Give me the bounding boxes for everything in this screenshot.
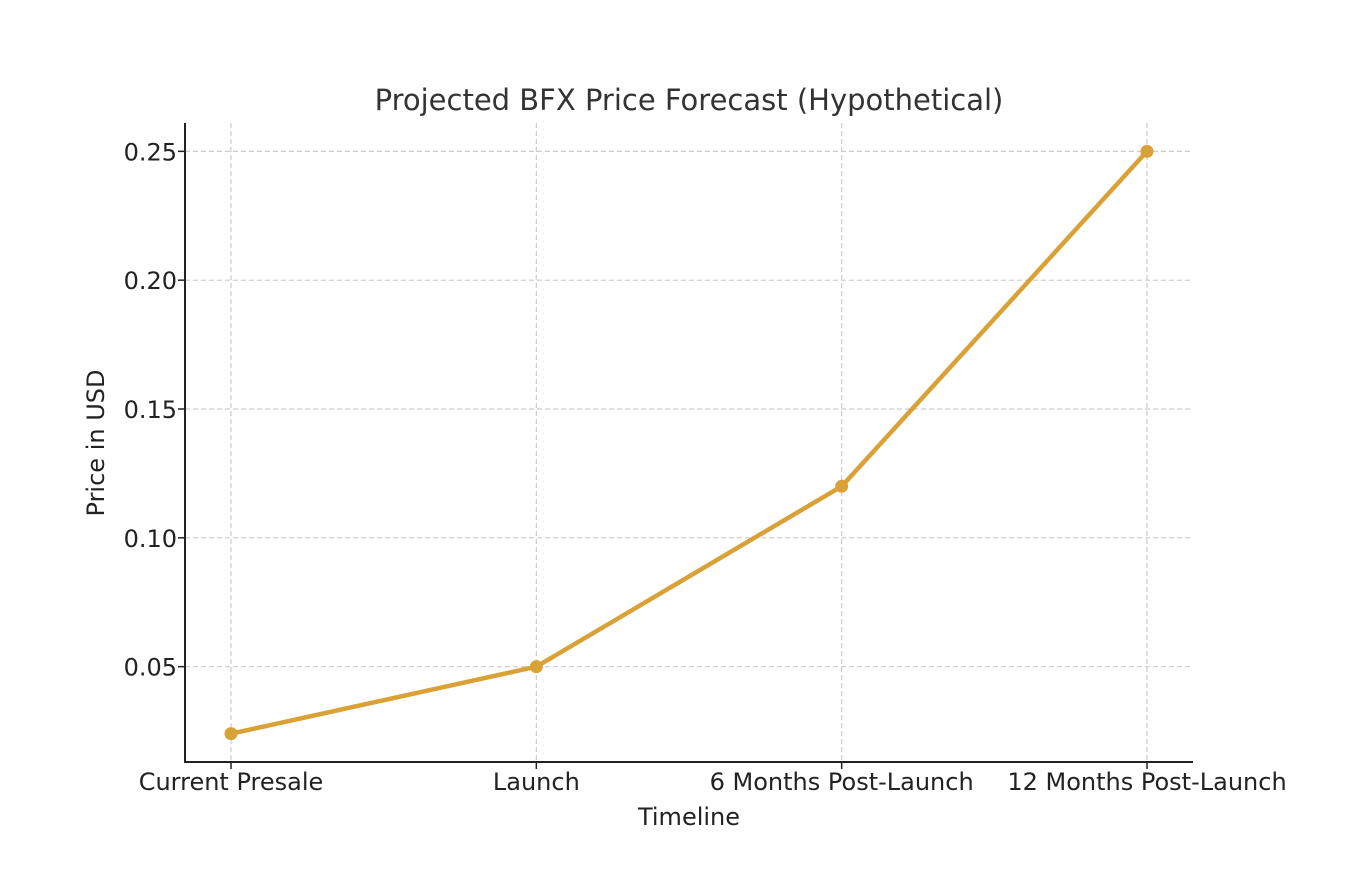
grid (185, 123, 1193, 762)
y-tick-label: 0.10 (124, 525, 177, 553)
axes (184, 123, 1193, 763)
x-tick-label: Current Presale (139, 768, 324, 796)
x-tick-label: 12 Months Post-Launch (1007, 768, 1286, 796)
series (224, 144, 1154, 741)
x-tick-label: 6 Months Post-Launch (710, 768, 974, 796)
data-point (835, 479, 849, 493)
x-tick-label: Launch (493, 768, 580, 796)
y-axis-label: Price in USD (82, 370, 110, 517)
y-tick-label: 0.25 (124, 138, 177, 166)
x-ticks: Current Presale Launch 6 Months Post-Launc… (139, 762, 1287, 796)
y-tick-label: 0.20 (124, 267, 177, 295)
y-ticks: 0.05 0.10 0.15 0.20 0.25 (124, 138, 185, 682)
data-point (224, 727, 238, 741)
y-tick-label: 0.05 (124, 654, 177, 682)
series-line (228, 149, 1150, 736)
y-tick-label: 0.15 (124, 396, 177, 424)
x-axis-label: Timeline (637, 803, 740, 831)
data-point (529, 660, 543, 674)
chart-title: Projected BFX Price Forecast (Hypothetic… (375, 83, 1004, 117)
data-point (1140, 144, 1154, 158)
